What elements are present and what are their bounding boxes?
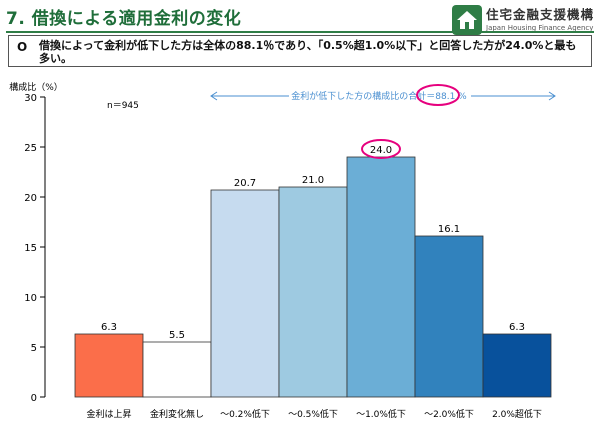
- page-title: 7. 借換による適用金利の変化: [6, 9, 242, 29]
- y-tick-label: 10: [24, 293, 37, 304]
- bar-value-label: 5.5: [169, 330, 185, 341]
- y-tick-label: 15: [24, 243, 37, 254]
- bar-value-label: 24.0: [370, 145, 392, 156]
- logo-name-en: Japan Housing Finance Agency: [486, 24, 594, 32]
- y-tick-label: 30: [24, 93, 37, 104]
- summary-box: O 借換によって金利が低下した方は全体の88.1％であり、「0.5%超1.0%以…: [8, 35, 592, 67]
- highlight-ellipse: [361, 139, 401, 159]
- bar: [346, 156, 416, 398]
- bracket-label-bg: [289, 87, 471, 101]
- total-highlight-ellipse: [416, 84, 460, 106]
- bar: [210, 189, 280, 398]
- x-tick-label: 金利は上昇: [86, 408, 131, 420]
- y-tick-label: 20: [24, 193, 37, 204]
- bar: [278, 186, 348, 398]
- bar-value-label: 16.1: [438, 224, 460, 235]
- sample-size-label: n＝945: [107, 101, 139, 111]
- y-tick-label: 25: [24, 143, 37, 154]
- bracket-right-arrowhead: [548, 91, 556, 101]
- x-tick-label: ～0.5%低下: [288, 408, 338, 420]
- summary-bullet: O: [17, 40, 28, 54]
- y-tick-label: 0: [31, 393, 37, 404]
- x-tick-label: 金利変化無し: [150, 408, 204, 420]
- logo-name-jp: 住宅金融支援機構: [486, 7, 595, 22]
- y-tick-label: 5: [31, 343, 37, 354]
- title-divider: [6, 31, 594, 33]
- bracket-label: 金利が低下した方の構成比の合計＝88.1 %: [291, 90, 467, 102]
- y-axis-label: 構成比（%）: [9, 81, 63, 93]
- x-tick-label: ～0.2%低下: [220, 408, 270, 420]
- bar-value-label: 6.3: [509, 322, 525, 333]
- x-tick-label: ～1.0%低下: [356, 408, 406, 420]
- bracket-left-arrowhead: [210, 91, 218, 101]
- x-tick-label: 2.0%超低下: [492, 408, 542, 420]
- house-logo-icon: [452, 5, 482, 35]
- x-tick-label: ～2.0%低下: [424, 408, 474, 420]
- bar: [414, 235, 484, 398]
- agency-logo: 住宅金融支援機構 Japan Housing Finance Agency: [452, 3, 594, 39]
- bar: [74, 333, 144, 398]
- bar: [142, 341, 212, 398]
- summary-text: 借換によって金利が低下した方は全体の88.1％であり、「0.5%超1.0%以下」…: [39, 39, 577, 65]
- bar: [482, 333, 552, 398]
- bar-value-label: 20.7: [234, 178, 256, 189]
- bar-value-label: 6.3: [101, 322, 117, 333]
- bar-value-label: 21.0: [302, 175, 324, 186]
